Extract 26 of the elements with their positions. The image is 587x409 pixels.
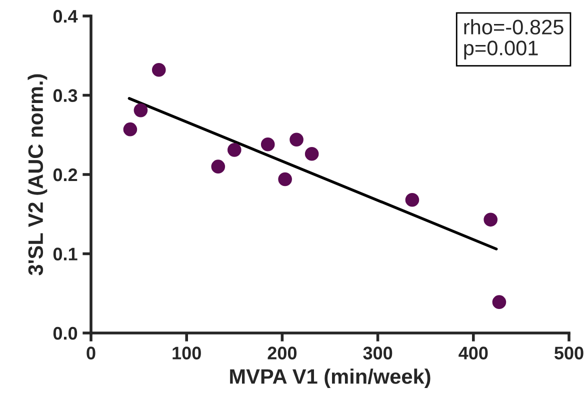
point: [492, 295, 506, 309]
point: [227, 143, 242, 157]
point: [405, 192, 420, 207]
x-tick-label: 100: [172, 346, 201, 360]
y-tick-label: 0.1: [53, 248, 78, 260]
point: [123, 122, 138, 136]
y-tick-label: 0.0: [53, 326, 78, 340]
annotation: rho=-0.825 p=0.001: [464, 19, 564, 60]
point: [290, 132, 304, 147]
y-tick-label: 0.3: [53, 89, 78, 102]
x-tick-label: 400: [458, 346, 488, 360]
x-axis-title: MVPA V1 (min/week): [230, 368, 430, 388]
point: [484, 212, 498, 227]
x-tick-label: 200: [268, 346, 297, 360]
y-tick-label: 0.4: [53, 10, 78, 23]
x-tick-label: 500: [554, 346, 584, 360]
y-tick-label: 0.2: [53, 168, 78, 182]
point: [304, 146, 319, 161]
y-axis-title: 3'SL V2 (AUC norm.): [28, 74, 48, 276]
x-tick-label: 0: [86, 346, 96, 360]
x-tick-label: 300: [363, 346, 392, 360]
point: [211, 160, 226, 174]
point: [152, 62, 166, 77]
point: [278, 172, 292, 186]
point: [134, 103, 148, 118]
point: [260, 137, 275, 152]
